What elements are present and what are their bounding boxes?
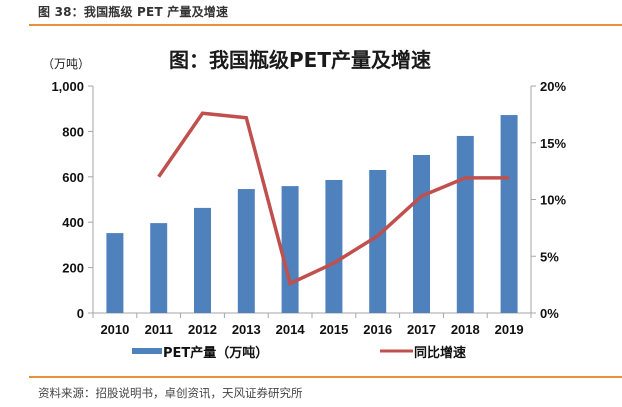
legend-line-label: 同比增速	[414, 345, 466, 361]
footer-divider	[29, 376, 622, 378]
header-divider	[29, 24, 622, 26]
bar-2018	[456, 135, 474, 313]
left-axis-tick-label: 600	[62, 170, 84, 185]
legend-bar-label: PET产量（万吨）	[163, 345, 268, 361]
x-axis-tick-label: 2012	[188, 322, 217, 337]
figure-caption: 图 38：我国瓶级 PET 产量及增速	[38, 5, 229, 19]
x-axis-tick-label: 2013	[232, 322, 261, 337]
source-note: 资料来源：招股说明书，卓创资讯，天风证券研究所	[38, 386, 303, 400]
bar-2013	[237, 189, 255, 313]
chart: 图：我国瓶级PET产量及增速 （万吨） 0 200 400 600 800 1,000 0…	[42, 48, 566, 361]
bar-2016	[369, 169, 387, 313]
legend: PET产量（万吨） 同比增速	[132, 345, 466, 361]
y-axis-unit-label: （万吨）	[42, 57, 90, 71]
x-axis-tick-label: 2010	[100, 322, 129, 337]
x-axis-tick-label: 2017	[407, 322, 436, 337]
right-axis-tick-label: 0%	[540, 306, 559, 321]
bar-2017	[413, 155, 430, 313]
right-axis-tick-label: 20%	[540, 79, 566, 94]
bar-2011	[150, 223, 168, 313]
x-axis-tick-label: 2018	[451, 322, 480, 337]
left-axis-tick-label: 1,000	[51, 79, 84, 94]
left-axis-tick-label: 400	[62, 215, 84, 230]
x-axis-tick-label: 2015	[319, 322, 348, 337]
left-axis-tick-label: 0	[77, 306, 84, 321]
left-y-axis: 0 200 400 600 800 1,000	[51, 79, 94, 321]
right-axis-tick-label: 5%	[540, 249, 559, 264]
bar-2019	[500, 115, 518, 313]
x-axis-tick-label: 2016	[363, 322, 392, 337]
bar-2010	[106, 233, 124, 313]
x-axis-tick-label: 2014	[276, 322, 306, 337]
x-axis: 2010 2011 2012 2013 2014 2015 2016 2017 2018 2019	[92, 312, 532, 337]
legend-bar-swatch	[132, 348, 162, 354]
x-axis-tick-label: 2019	[495, 322, 524, 337]
x-axis-tick-label: 2011	[145, 322, 173, 337]
left-axis-tick-label: 800	[62, 124, 84, 139]
right-axis-tick-label: 15%	[540, 136, 566, 151]
right-axis-tick-label: 10%	[540, 193, 566, 208]
bar-series	[106, 115, 518, 313]
bar-2014	[281, 186, 299, 313]
left-axis-tick-label: 200	[62, 261, 84, 276]
bar-2015	[325, 179, 343, 313]
right-y-axis: 0% 5% 10% 15% 20%	[530, 79, 566, 321]
line-series	[157, 111, 510, 286]
chart-title: 图：我国瓶级PET产量及增速	[169, 48, 431, 72]
bar-2012	[194, 207, 211, 313]
